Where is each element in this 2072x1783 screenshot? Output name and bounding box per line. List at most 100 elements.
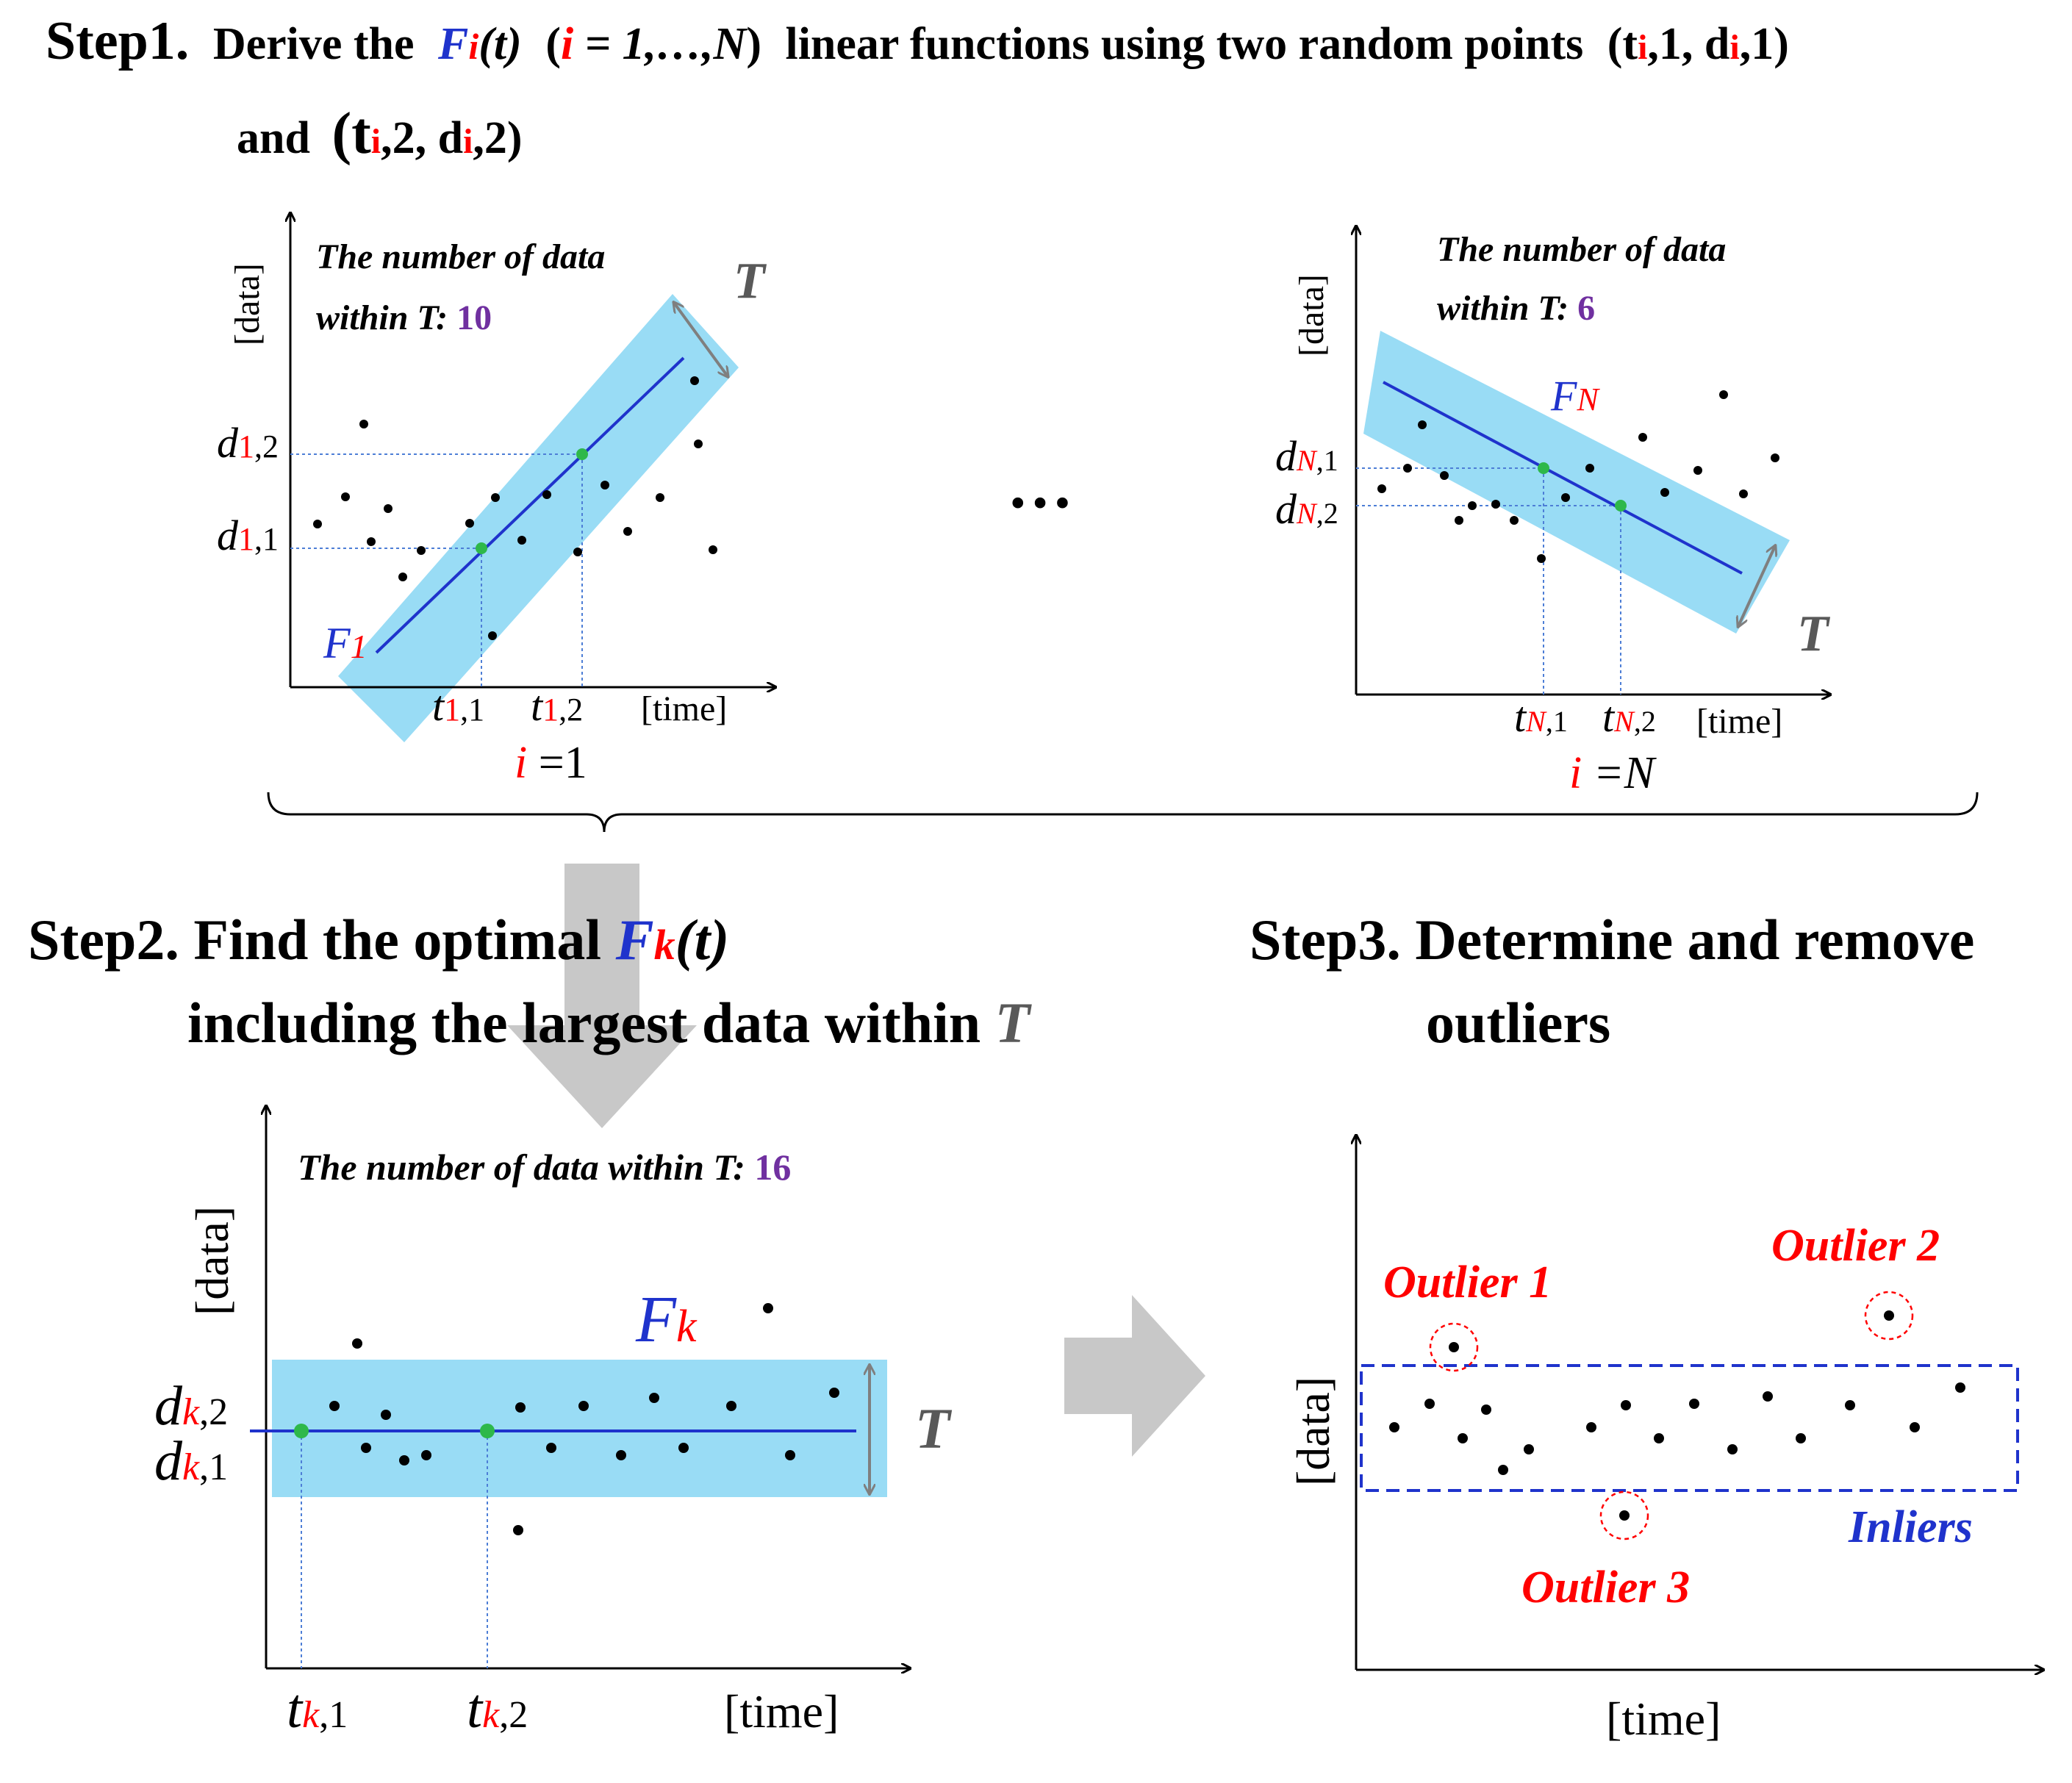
outlier-1-marker xyxy=(1429,1322,1479,1372)
data-point xyxy=(1524,1444,1534,1454)
data-point xyxy=(1845,1400,1855,1410)
dk1-label: dk,1 xyxy=(154,1430,228,1492)
data-point xyxy=(1498,1465,1508,1475)
data-point xyxy=(829,1388,839,1398)
d11-label: d1,1 xyxy=(217,512,279,559)
data-point xyxy=(649,1393,659,1403)
fitted-line-FN xyxy=(1383,381,1743,575)
Fk-label: Fk xyxy=(635,1283,698,1356)
tolerance-T-arrow xyxy=(674,303,728,376)
step3-heading-line2: outliers xyxy=(1426,991,1610,1055)
data-point xyxy=(359,420,368,428)
count-text: The number of data within T: 16 xyxy=(298,1147,791,1188)
iteration-label-iN: i =N xyxy=(1569,748,1657,798)
tolerance-band xyxy=(1363,331,1790,634)
y-axis-label: [data] xyxy=(1292,274,1331,356)
data-point xyxy=(1537,554,1546,563)
data-point xyxy=(1424,1399,1435,1409)
inlier-points xyxy=(1389,1382,1965,1475)
data-point xyxy=(1481,1404,1491,1415)
outlier-3-label: Outlier 3 xyxy=(1521,1563,1690,1612)
right-arrow xyxy=(1064,1295,1205,1457)
count-text-line1: The number of data xyxy=(316,237,605,276)
step1-heading-line2: and (ti,2, di,2) xyxy=(237,101,523,166)
data-point xyxy=(361,1443,371,1453)
plot-step3: [data] [time] Outlier 1 Outlier 2 Outlie… xyxy=(1287,1136,2043,1745)
data-point xyxy=(1638,433,1647,442)
data-point xyxy=(417,546,426,555)
data-point xyxy=(1377,484,1386,493)
data-points-i1 xyxy=(313,376,717,640)
data-point xyxy=(399,1455,409,1465)
fitted-line-F1 xyxy=(375,356,685,654)
data-point xyxy=(1455,516,1463,525)
plot-i1: The number of data within T: 10 T [data]… xyxy=(217,213,775,788)
data-point xyxy=(623,527,632,536)
data-point xyxy=(491,493,500,502)
step1-heading: Step1. Derive the Fi(t) (i = 1,…,N) line… xyxy=(46,11,1789,71)
data-point xyxy=(785,1450,795,1460)
d12-label: d1,2 xyxy=(217,419,279,467)
data-point xyxy=(1796,1433,1806,1443)
data-point xyxy=(690,376,699,385)
data-point xyxy=(726,1401,736,1411)
sample-point-2 xyxy=(1615,500,1627,512)
tolerance-T-arrow xyxy=(1738,546,1775,626)
data-point xyxy=(1654,1433,1664,1443)
x-axis-label: [time] xyxy=(1606,1693,1721,1745)
tk2-label: tk,2 xyxy=(467,1678,528,1740)
data-point xyxy=(341,492,350,501)
data-point xyxy=(1389,1422,1399,1432)
FN-label: FN xyxy=(1550,372,1600,420)
data-point xyxy=(1403,464,1412,473)
data-point xyxy=(1727,1444,1738,1454)
plot-iN: The number of data within T: 6 T [data] … xyxy=(1275,226,1831,798)
inliers-label: Inliers xyxy=(1848,1502,1973,1552)
dk2-label: dk,2 xyxy=(154,1375,228,1437)
data-point xyxy=(421,1450,431,1460)
x-axis-label: [time] xyxy=(1696,702,1782,741)
ellipsis: … xyxy=(1007,449,1073,522)
x-axis-label: [time] xyxy=(641,689,727,728)
dN1-label: dN,1 xyxy=(1275,432,1338,480)
data-point xyxy=(573,548,582,556)
sample-point-1 xyxy=(1538,462,1549,474)
data-point xyxy=(616,1450,626,1460)
data-point xyxy=(398,573,407,581)
y-axis-label: [data] xyxy=(1287,1377,1339,1486)
outlier-2-label: Outlier 2 xyxy=(1771,1221,1940,1271)
step2-heading-line2: including the largest data within T xyxy=(187,991,1033,1055)
outlier-2-marker xyxy=(1864,1291,1914,1341)
data-point xyxy=(1440,471,1449,480)
tolerance-band xyxy=(338,294,739,742)
iteration-label-i1: i =1 xyxy=(515,738,587,788)
data-point xyxy=(1468,501,1477,510)
y-axis-label: [data] xyxy=(186,1206,238,1316)
data-point xyxy=(352,1338,362,1349)
t12-label: t1,2 xyxy=(531,682,583,730)
data-point xyxy=(1621,1400,1631,1410)
data-point xyxy=(367,537,376,546)
dN2-label: dN,2 xyxy=(1275,485,1338,533)
data-point xyxy=(517,536,526,545)
data-point xyxy=(1910,1422,1920,1432)
data-point xyxy=(515,1402,526,1413)
T-label: T xyxy=(915,1396,953,1460)
data-point xyxy=(488,631,497,640)
data-point xyxy=(1585,464,1594,473)
data-point xyxy=(1763,1391,1773,1402)
data-point xyxy=(1771,453,1779,462)
data-point xyxy=(329,1401,340,1411)
t11-label: t1,1 xyxy=(432,682,484,730)
data-point xyxy=(1689,1399,1699,1409)
data-point xyxy=(1510,516,1519,525)
data-point xyxy=(1955,1382,1965,1393)
tolerance-band xyxy=(272,1360,887,1497)
sample-point-1 xyxy=(476,542,487,554)
count-text-line1: The number of data xyxy=(1437,230,1726,269)
plot-k: The number of data within T: 16 T [data]… xyxy=(154,1106,953,1740)
data-point xyxy=(542,490,551,499)
sample-point-1 xyxy=(294,1424,309,1438)
data-point xyxy=(384,504,392,513)
y-axis-label: [data] xyxy=(228,263,267,345)
